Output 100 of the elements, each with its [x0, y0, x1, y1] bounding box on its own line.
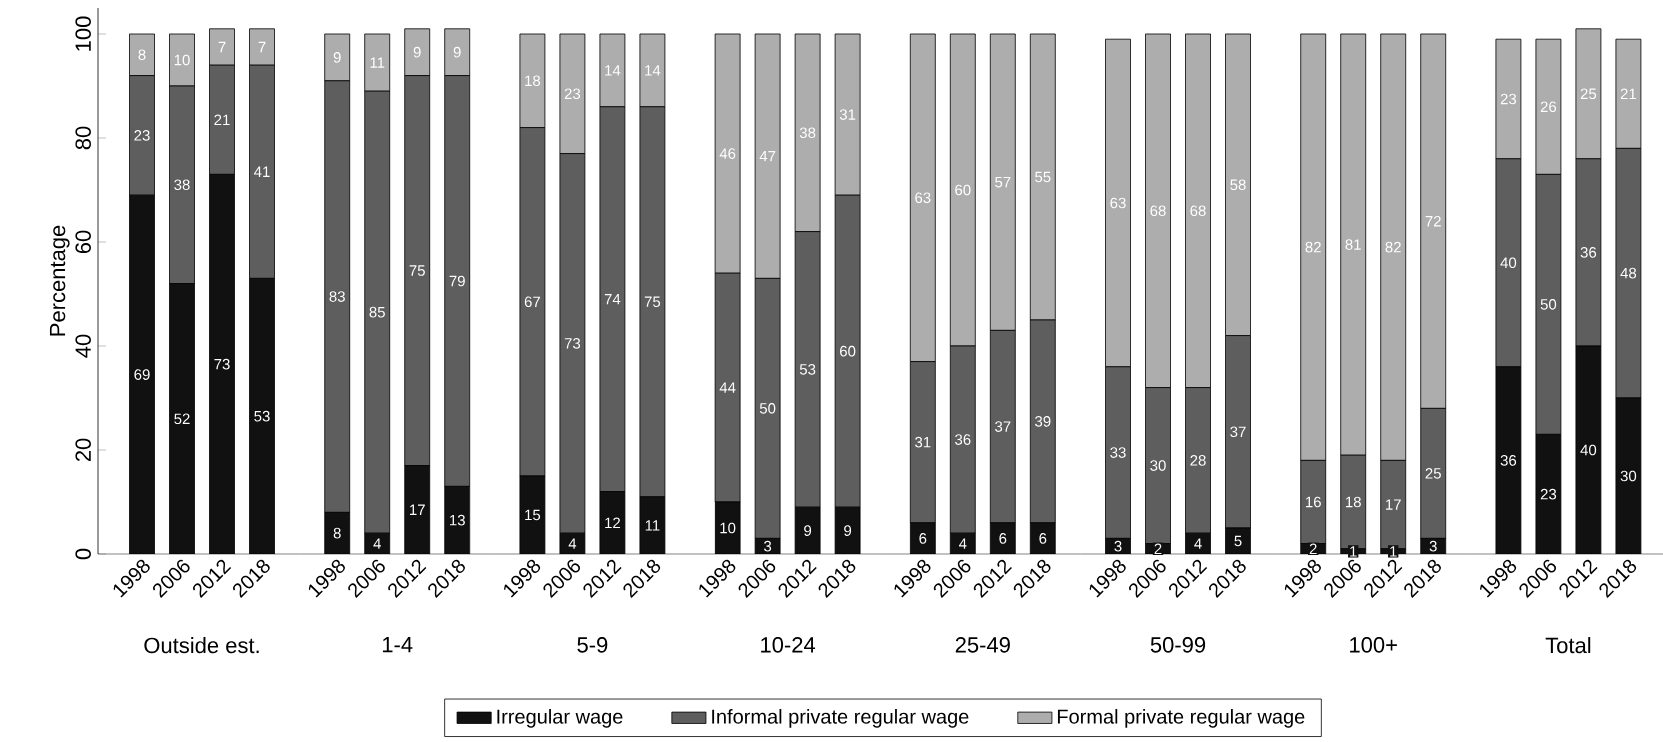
x-axis-title: 10-24	[761, 637, 816, 653]
data-label: 68	[1190, 205, 1206, 217]
data-label: 30	[1150, 460, 1166, 471]
bar	[559, 532, 586, 554]
x-axis-title: 50-99	[1150, 637, 1206, 653]
data-label: 50	[1540, 299, 1557, 310]
data-label: 3	[1429, 540, 1437, 552]
data-label: 11	[645, 520, 660, 531]
data-label: 73	[214, 358, 230, 370]
data-label: 9	[333, 52, 341, 63]
bar	[519, 475, 546, 554]
x-axis-title: 25-49	[955, 637, 1010, 653]
bar	[599, 491, 626, 554]
data-label: 23	[1540, 488, 1557, 500]
data-label: 2	[1154, 543, 1162, 555]
data-label: 3	[764, 540, 772, 552]
bar	[1575, 345, 1602, 554]
bar	[1535, 433, 1562, 554]
data-label: 52	[174, 413, 190, 425]
x-axis-title: Total	[1545, 637, 1591, 654]
data-label: 31	[915, 436, 931, 448]
data-label: 4	[373, 538, 381, 549]
data-label: 38	[174, 179, 190, 191]
data-label: 15	[525, 509, 541, 521]
y-tick-label: 100	[75, 16, 91, 51]
data-label: 67	[524, 296, 540, 308]
data-label: 60	[840, 345, 856, 357]
data-label: 1	[1350, 546, 1357, 557]
data-label: 75	[644, 296, 661, 308]
data-label: 3	[1114, 540, 1122, 552]
data-label: 37	[1230, 426, 1246, 438]
y-tick-label: 80	[75, 126, 91, 150]
bar	[404, 465, 431, 554]
data-label: 81	[1345, 239, 1361, 250]
legend-label: Irregular wage	[497, 709, 623, 728]
data-label: 14	[605, 65, 621, 76]
data-label: 63	[915, 192, 931, 204]
data-label: 79	[449, 275, 465, 287]
data-label: 17	[410, 504, 425, 515]
x-axis-title: 100+	[1350, 637, 1397, 653]
data-label: 9	[804, 525, 812, 536]
data-label: 2	[1309, 543, 1317, 555]
data-label: 63	[1110, 197, 1126, 209]
data-label: 14	[645, 65, 661, 76]
x-axis-title: Outside est.	[144, 637, 259, 654]
data-label: 6	[1039, 533, 1047, 544]
data-label: 17	[1386, 499, 1401, 510]
data-label: 31	[839, 109, 856, 120]
data-label: 46	[719, 148, 736, 159]
data-label: 47	[759, 151, 776, 162]
data-label: 23	[134, 130, 150, 141]
data-label: 7	[258, 41, 266, 53]
data-label: 26	[1540, 101, 1557, 113]
data-label: 18	[525, 75, 541, 87]
data-label: 13	[450, 514, 465, 526]
data-label: 21	[1620, 88, 1637, 100]
data-label: 33	[1110, 447, 1126, 458]
data-label: 53	[799, 364, 816, 375]
bar	[324, 511, 351, 554]
data-label: 58	[1230, 179, 1246, 191]
bar	[1495, 366, 1522, 554]
data-label: 48	[1620, 267, 1637, 279]
data-label: 4	[1194, 538, 1202, 549]
data-label: 23	[564, 88, 581, 100]
bar	[444, 485, 471, 554]
data-label: 11	[370, 57, 385, 68]
data-label: 53	[254, 410, 270, 422]
x-axis-title: 5-9	[577, 637, 608, 653]
data-label: 38	[799, 127, 816, 139]
data-label: 7	[218, 41, 226, 53]
data-label: 40	[1580, 444, 1597, 456]
bar	[794, 506, 821, 554]
data-label: 1	[1390, 546, 1397, 557]
y-tick-label: 40	[75, 334, 91, 358]
bar	[714, 501, 741, 554]
data-label: 82	[1385, 241, 1401, 253]
data-label: 69	[134, 369, 150, 380]
data-label: 12	[605, 517, 620, 529]
data-label: 4	[958, 538, 967, 549]
data-label: 75	[409, 265, 425, 276]
data-label: 60	[955, 184, 971, 196]
data-label: 39	[1035, 416, 1051, 427]
bar	[364, 532, 391, 554]
bar	[834, 506, 861, 554]
data-label: 82	[1305, 241, 1321, 253]
data-label: 10	[174, 54, 190, 66]
data-label: 55	[1035, 171, 1051, 183]
data-label: 8	[138, 49, 146, 61]
data-label: 5	[1234, 535, 1242, 547]
legend-label: Formal private regular wage	[1057, 709, 1305, 728]
data-label: 57	[995, 176, 1011, 188]
y-axis-title: Percentage	[49, 225, 70, 336]
bar	[1225, 527, 1251, 554]
data-label: 8	[333, 527, 341, 539]
x-axis-title: 1-4	[382, 637, 413, 653]
data-label: 41	[254, 166, 270, 177]
data-label: 74	[604, 294, 621, 305]
bar	[639, 496, 666, 554]
data-label: 85	[369, 306, 385, 318]
data-label: 30	[1620, 470, 1637, 482]
